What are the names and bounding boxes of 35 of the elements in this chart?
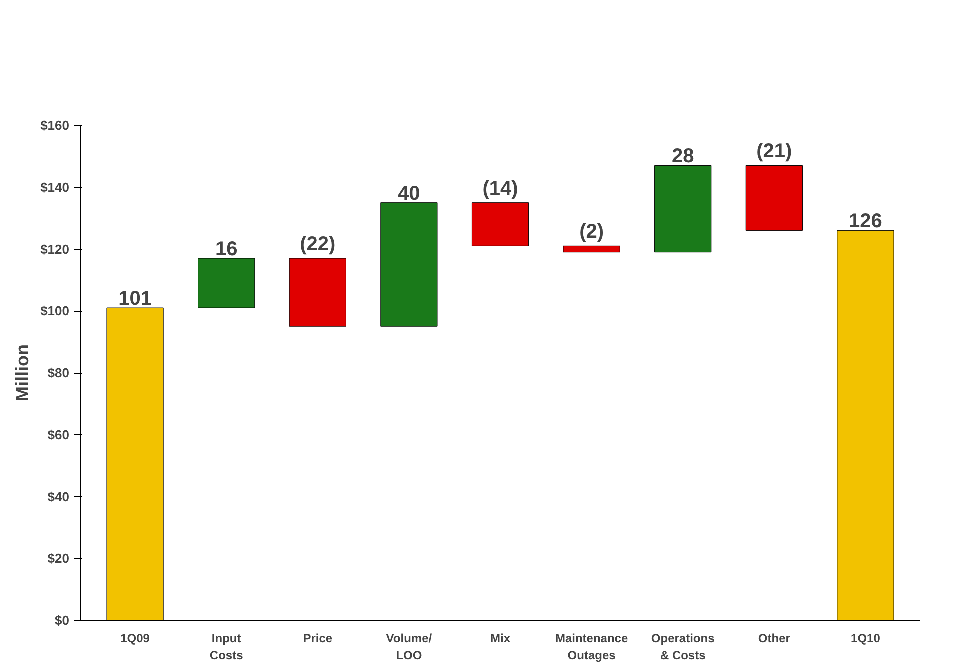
y-tick-label: $140 bbox=[40, 180, 70, 195]
bar bbox=[563, 246, 620, 253]
y-tick-label: $20 bbox=[48, 551, 70, 566]
bar bbox=[198, 258, 256, 308]
bar bbox=[654, 165, 712, 253]
data-label: (2) bbox=[580, 221, 604, 244]
bar bbox=[380, 202, 438, 327]
data-label: 16 bbox=[215, 238, 238, 261]
x-tick-label: 1Q10 bbox=[851, 632, 881, 646]
x-tick-label: Volume/ LOO bbox=[386, 632, 433, 662]
data-label: 101 bbox=[118, 288, 152, 310]
x-tick-label: Maintenance Outages bbox=[555, 632, 628, 662]
data-label: (21) bbox=[756, 140, 792, 163]
x-tick-label: Price bbox=[303, 632, 333, 646]
y-axis-title: Million bbox=[12, 344, 33, 402]
y-tick-label: $120 bbox=[40, 242, 70, 257]
bar bbox=[746, 165, 803, 231]
data-label: 28 bbox=[672, 146, 694, 168]
data-label: (14) bbox=[482, 178, 518, 200]
bar bbox=[472, 202, 530, 246]
x-tick-label: 1Q09 bbox=[120, 632, 150, 646]
data-label: 126 bbox=[849, 210, 882, 233]
y-tick-label: $100 bbox=[40, 304, 70, 319]
x-tick-label: Mix bbox=[490, 632, 511, 646]
data-label: 40 bbox=[398, 182, 420, 205]
y-tick-label: $80 bbox=[48, 366, 70, 380]
y-tick-label: $160 bbox=[40, 118, 70, 133]
data-label: (22) bbox=[300, 234, 336, 256]
y-tick-label: $0 bbox=[55, 613, 70, 628]
y-tick-label: $40 bbox=[48, 489, 70, 504]
x-tick-label: Operations & Costs bbox=[651, 632, 716, 662]
x-tick-label: Input Costs bbox=[210, 632, 244, 662]
x-tick-label: Other bbox=[758, 632, 791, 646]
bar bbox=[289, 258, 346, 327]
y-tick-label: $60 bbox=[48, 427, 70, 442]
